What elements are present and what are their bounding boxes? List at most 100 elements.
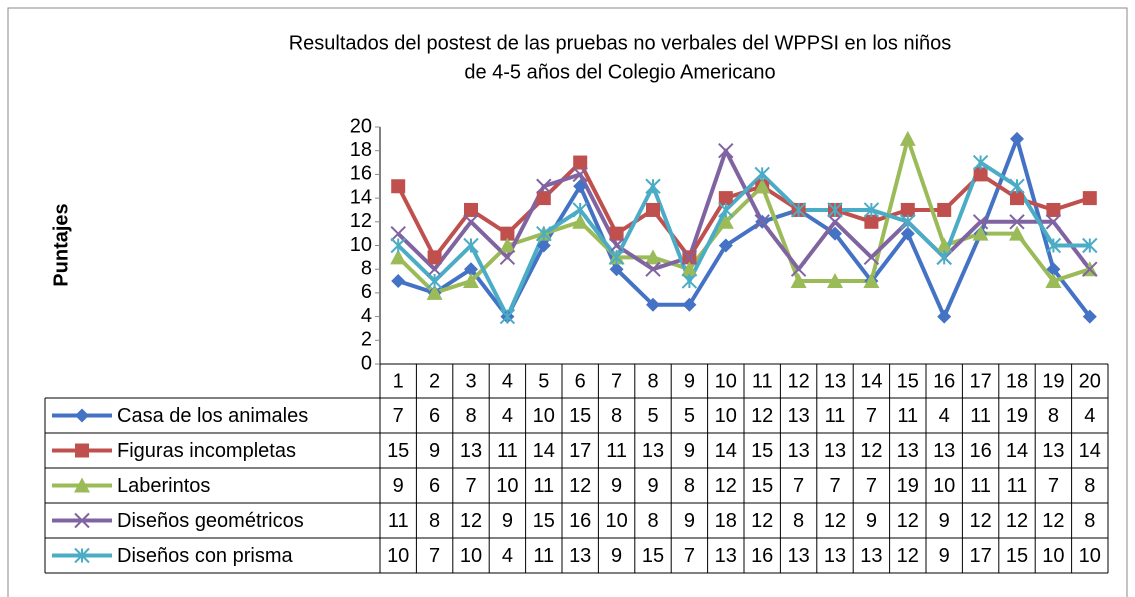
table-cell: 16 <box>969 440 991 462</box>
marker <box>390 225 406 242</box>
marker <box>572 202 588 218</box>
marker <box>609 262 624 277</box>
marker <box>390 237 406 254</box>
table-cell: 18 <box>715 510 737 532</box>
table-cell: 9 <box>866 510 877 532</box>
marker <box>1045 214 1062 230</box>
table-cell: 11 <box>825 405 846 427</box>
legend-key-marker <box>74 477 90 493</box>
table-cell: 11 <box>897 405 918 427</box>
table-cell: 9 <box>611 545 622 567</box>
table-cell: 10 <box>715 405 737 427</box>
table-cell: 13 <box>787 545 809 567</box>
marker <box>1046 202 1061 217</box>
marker <box>717 213 734 229</box>
marker <box>682 297 697 312</box>
table-cell: 13 <box>715 545 737 567</box>
legend-key-marker <box>75 443 89 458</box>
marker <box>1009 225 1025 241</box>
marker <box>646 297 660 312</box>
marker <box>499 237 516 253</box>
marker <box>646 202 660 217</box>
legend-label: Diseños geométricos <box>117 510 304 532</box>
marker <box>536 178 552 194</box>
table-cell: 7 <box>866 475 877 497</box>
table-cell: 19 <box>897 475 919 497</box>
marker <box>1009 178 1025 194</box>
table-cell: 10 <box>496 475 518 497</box>
x-tick-label: 19 <box>1042 370 1064 392</box>
marker <box>790 273 807 289</box>
marker <box>828 226 842 241</box>
marker <box>936 249 952 266</box>
y-tick-label: 16 <box>350 163 372 185</box>
marker <box>426 273 443 289</box>
marker <box>608 237 625 254</box>
x-tick-label: 16 <box>933 370 955 392</box>
marker <box>645 261 661 277</box>
marker <box>681 261 698 277</box>
marker <box>1082 309 1097 324</box>
table-cell: 15 <box>751 440 773 462</box>
marker <box>937 309 952 324</box>
table-cell: 11 <box>1007 475 1028 497</box>
marker <box>718 238 733 253</box>
marker <box>572 213 589 229</box>
marker <box>1082 237 1098 254</box>
marker <box>1010 191 1024 206</box>
marker <box>499 308 516 325</box>
marker <box>1082 261 1098 277</box>
marker <box>426 261 443 277</box>
chart-title: Resultados del postest de las pruebas no… <box>289 32 952 54</box>
marker <box>754 178 771 194</box>
marker <box>973 167 988 182</box>
table-cell: 15 <box>751 475 773 497</box>
marker <box>536 225 552 242</box>
marker <box>390 249 407 265</box>
table-cell: 19 <box>1006 405 1028 427</box>
marker <box>499 249 516 266</box>
marker <box>827 202 843 218</box>
chart-frame <box>7 7 1128 597</box>
marker <box>573 155 588 170</box>
marker <box>899 130 916 146</box>
table-cell: 14 <box>1079 440 1101 462</box>
table-cell: 16 <box>751 545 773 567</box>
y-tick-label: 20 <box>350 115 372 137</box>
table-cell: 5 <box>684 405 695 427</box>
marker <box>864 214 879 229</box>
marker <box>1010 131 1024 146</box>
table-cell: 15 <box>533 510 555 532</box>
x-tick-label: 13 <box>824 370 846 392</box>
table-cell: 8 <box>611 405 622 427</box>
table-cell: 11 <box>606 440 627 462</box>
marker <box>754 214 770 230</box>
marker <box>1082 191 1097 206</box>
marker <box>391 179 406 194</box>
y-axis-label: Puntajes <box>50 203 72 286</box>
table-cell: 7 <box>393 405 404 427</box>
y-tick-label: 18 <box>350 139 372 161</box>
x-tick-label: 14 <box>860 370 882 392</box>
table-cell: 12 <box>751 510 773 532</box>
marker <box>1009 214 1025 230</box>
table-cell: 9 <box>502 510 513 532</box>
table-cell: 8 <box>793 510 804 532</box>
x-tick-label: 15 <box>897 370 919 392</box>
table-cell: 8 <box>1084 510 1095 532</box>
table-cell: 10 <box>933 475 955 497</box>
table-cell: 13 <box>569 545 591 567</box>
marker <box>573 179 588 194</box>
table-cell: 14 <box>533 440 555 462</box>
table-cell: 9 <box>611 475 622 497</box>
marker <box>572 166 588 183</box>
y-tick-label: 10 <box>350 234 372 256</box>
table-cell: 15 <box>642 545 664 567</box>
table-cell: 14 <box>715 440 737 462</box>
marker <box>609 226 624 241</box>
table-cell: 13 <box>824 440 846 462</box>
marker <box>681 273 698 289</box>
table-cell: 10 <box>605 510 627 532</box>
marker <box>391 274 406 289</box>
